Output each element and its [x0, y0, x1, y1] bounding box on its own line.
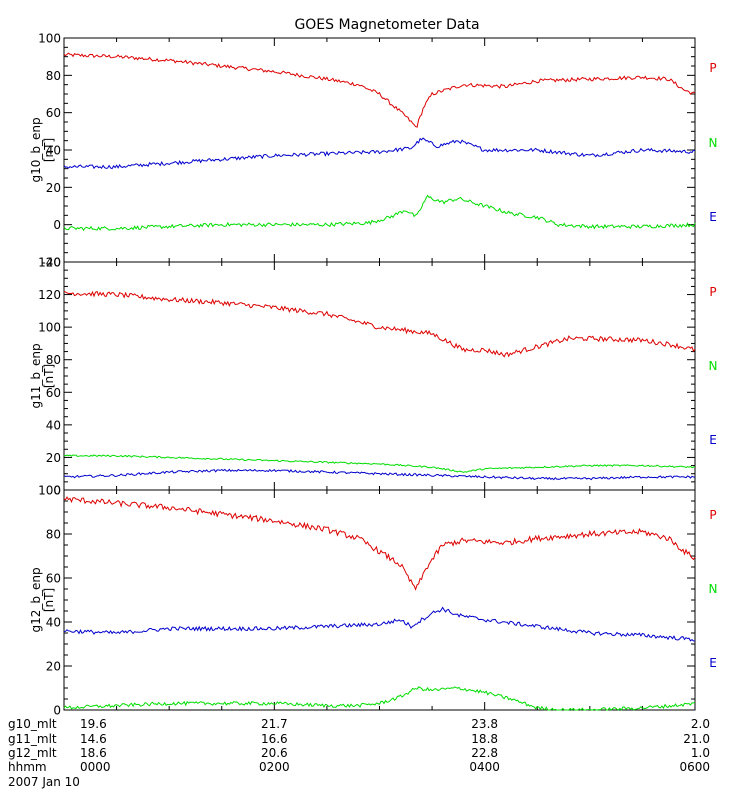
y-tick-label: 20 [46, 451, 61, 465]
y-axis-unit: [nT] [42, 138, 56, 162]
y-axis-label: g10_b_enp [29, 117, 43, 182]
y-tick-label: 0 [53, 484, 61, 498]
y-tick-label: 20 [46, 660, 61, 674]
y-tick-label: 100 [38, 321, 61, 335]
series-line-E [63, 606, 696, 642]
legend-P: P [709, 508, 716, 522]
footer-date: 2007 Jan 10 [8, 775, 80, 789]
footer-value: 21.0 [683, 732, 710, 746]
y-tick-label: 120 [38, 288, 61, 302]
series-line-E [63, 137, 696, 170]
y-axis-label: g12_b_enp [29, 567, 43, 632]
footer-value: 20.6 [261, 746, 288, 760]
legend-P: P [709, 285, 716, 299]
y-tick-label: 0 [53, 218, 61, 232]
footer-row-label: hhmm [8, 760, 47, 774]
legend-P: P [709, 61, 716, 75]
series-line-P [63, 496, 696, 591]
plot-frame [63, 489, 696, 711]
footer-row-label: g10_mlt [8, 717, 57, 731]
panel-2: 0 20 40 60 80 100 120 140 g11_b_enp [nT] P N E [29, 256, 717, 498]
footer-value: 18.8 [471, 732, 498, 746]
y-tick-label: 20 [46, 181, 61, 195]
footer-value: 16.6 [261, 732, 288, 746]
y-tick-label: 80 [46, 69, 61, 83]
footer-axis-table: g10_mlt 19.6 21.7 23.8 2.0 g11_mlt 14.6 16.6 18.… [8, 717, 710, 789]
y-tick-label: 80 [46, 353, 61, 367]
y-axis-unit: [nT] [42, 364, 56, 388]
footer-value: 0200 [259, 760, 290, 774]
legend-E: E [709, 433, 717, 447]
y-tick-label: 60 [46, 386, 61, 400]
y-tick-label: -20 [41, 256, 61, 270]
footer-value: 0000 [80, 760, 111, 774]
footer-row-label: g11_mlt [8, 732, 57, 746]
footer-value: 19.6 [80, 717, 107, 731]
legend-E: E [709, 210, 717, 224]
series-line-N [63, 454, 696, 473]
panel-1: -20 0 20 40 60 80 100 g10_b_enp [nT] P N E [29, 32, 717, 270]
footer-value: 1.0 [691, 746, 710, 760]
y-tick-label: 140 [38, 256, 61, 270]
plot-frame [63, 37, 696, 263]
footer-value: 2.0 [691, 717, 710, 731]
footer-value: 0600 [679, 760, 710, 774]
series-line-P [63, 52, 696, 128]
legend-N: N [709, 359, 718, 373]
footer-value: 14.6 [80, 732, 107, 746]
y-tick-label: 80 [46, 528, 61, 542]
series-line-P [63, 290, 696, 358]
series-line-E [63, 468, 696, 481]
y-tick-label: 40 [46, 616, 61, 630]
footer-value: 23.8 [471, 717, 498, 731]
panel-3: 0 20 40 60 80 100 g12_b_enp [nT] P N E [29, 484, 717, 718]
footer-value: 18.6 [80, 746, 107, 760]
y-tick-label: 100 [38, 484, 61, 498]
y-axis-label: g11_b_enp [29, 343, 43, 408]
series-line-N [63, 194, 696, 232]
y-tick-label: 0 [53, 704, 61, 718]
series-line-N [63, 686, 696, 711]
y-tick-label: 40 [46, 418, 61, 432]
y-tick-label: 60 [46, 106, 61, 120]
legend-N: N [709, 582, 718, 596]
y-tick-label: 40 [46, 144, 61, 158]
y-axis-unit: [nT] [42, 588, 56, 612]
legend-N: N [709, 136, 718, 150]
footer-value: 21.7 [261, 717, 288, 731]
footer-value: 0400 [469, 760, 500, 774]
chart-title: GOES Magnetometer Data [294, 17, 479, 33]
footer-row-label: g12_mlt [8, 746, 57, 760]
y-tick-label: 60 [46, 572, 61, 586]
legend-E: E [709, 656, 717, 670]
footer-value: 22.8 [471, 746, 498, 760]
y-tick-label: 100 [38, 32, 61, 46]
